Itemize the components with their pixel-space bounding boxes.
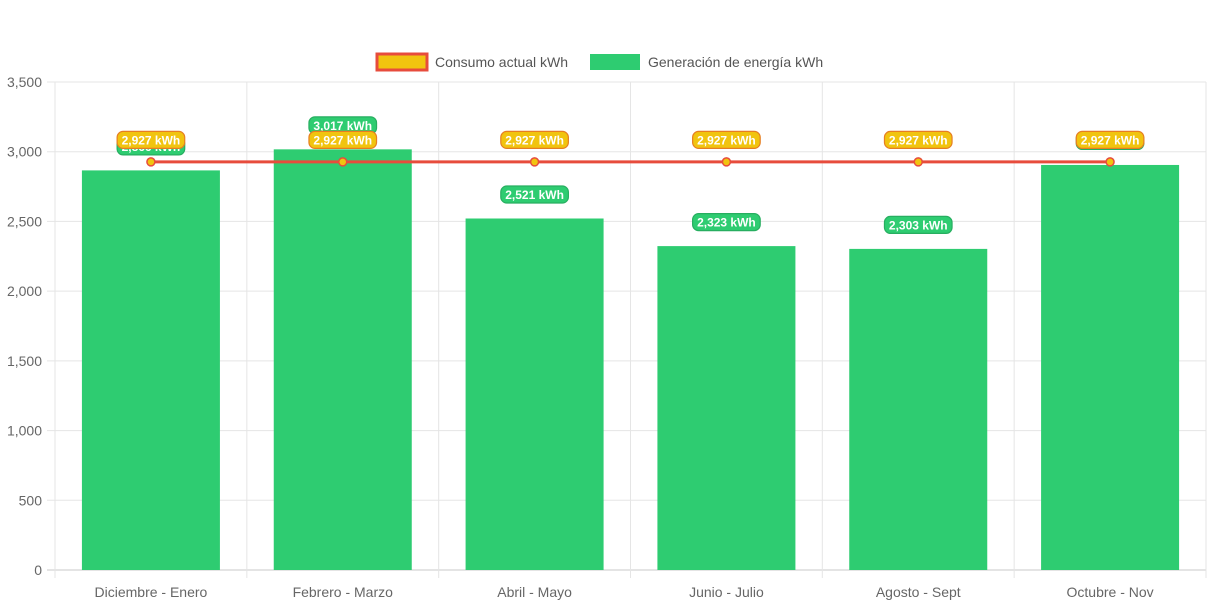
x-tick-label: Diciembre - Enero <box>95 584 208 600</box>
y-tick-label: 0 <box>34 562 42 578</box>
point-consumo <box>529 157 540 167</box>
y-tick-label: 500 <box>19 492 43 508</box>
data-label-generacion: 2,303 kWh <box>889 218 948 232</box>
data-label-consumo-box <box>1075 130 1145 149</box>
data-label-generacion: 2,521 kWh <box>505 188 564 202</box>
data-label-consumo: 2,927 kWh <box>505 133 564 147</box>
x-tick-label: Octubre - Nov <box>1067 584 1154 600</box>
data-label-consumo: 2,927 kWh <box>889 133 948 147</box>
data-label-consumo-box <box>116 130 186 149</box>
bar-generacion <box>273 149 412 570</box>
legend[interactable]: Consumo actual kWh Generación de energía… <box>375 52 823 72</box>
y-tick-label: 3,000 <box>7 144 42 160</box>
legend-swatch-consumo[interactable] <box>375 52 429 72</box>
x-tick-label: Abril - Mayo <box>497 584 572 600</box>
bar-generacion <box>849 248 988 570</box>
data-label-generacion: 3,017 kWh <box>313 119 372 133</box>
grid <box>47 81 1207 578</box>
legend-swatch-generacion[interactable] <box>590 54 640 70</box>
point-consumo <box>146 157 156 167</box>
x-tick-label: Agosto - Sept <box>876 584 961 600</box>
consumption-line <box>146 157 1115 167</box>
data-label-consumo: 2,927 kWh <box>1081 133 1140 147</box>
bar-generacion <box>465 218 604 571</box>
data-label-generacion-box <box>500 185 569 204</box>
legend-label-generacion[interactable]: Generación de energía kWh <box>648 54 823 70</box>
point-consumo <box>913 157 923 167</box>
y-tick-label: 1,000 <box>7 423 42 439</box>
data-label-generacion: 2,323 kWh <box>697 216 756 230</box>
y-tick-label: 3,500 <box>7 74 42 90</box>
point-consumo <box>1105 157 1115 167</box>
x-tick-label: Febrero - Marzo <box>293 584 394 600</box>
data-label-generacion-box <box>883 215 953 234</box>
y-tick-label: 2,000 <box>7 283 42 299</box>
y-tick-label: 2,500 <box>7 213 42 229</box>
point-consumo <box>338 157 348 167</box>
point-consumo <box>721 157 732 167</box>
data-label-consumo-box <box>883 130 953 149</box>
bar-generacion <box>81 170 220 571</box>
data-label-consumo-box <box>500 130 569 149</box>
data-label-consumo: 2,927 kWh <box>697 133 756 147</box>
data-label-consumo: 2,927 kWh <box>313 133 372 147</box>
data-label-consumo: 2,927 kWh <box>122 133 181 147</box>
bar-generacion <box>1041 164 1180 570</box>
axes: 0 500 1,000 1,500 2,000 2,500 3,000 3,500 Diciem… <box>7 74 1154 600</box>
legend-label-consumo[interactable]: Consumo actual kWh <box>435 54 568 70</box>
data-label-consumo-box <box>692 130 761 149</box>
x-tick-label: Junio - Julio <box>689 584 764 600</box>
y-tick-label: 1,500 <box>7 353 42 369</box>
bar-generacion <box>657 246 796 570</box>
bars <box>81 149 1180 571</box>
data-label-consumo-box <box>308 130 378 149</box>
data-label-generacion-box <box>692 213 761 232</box>
